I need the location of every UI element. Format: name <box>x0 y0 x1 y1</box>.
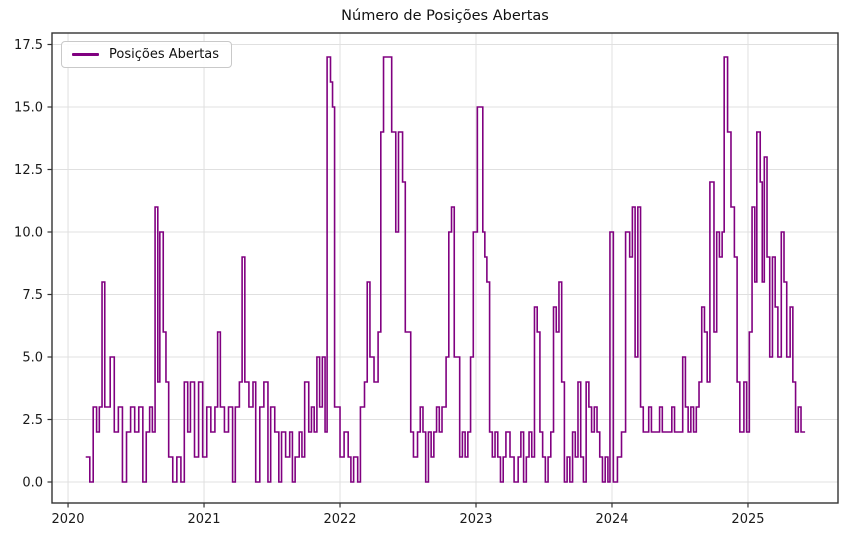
y-tick-label: 2.5 <box>22 413 43 428</box>
x-tick-label: 2020 <box>51 512 84 527</box>
series-line-posicoes-abertas <box>85 56 806 483</box>
x-tick-label: 2022 <box>323 512 356 527</box>
y-tick-label: 7.5 <box>22 288 43 303</box>
x-tick-label: 2024 <box>595 512 628 527</box>
y-tick-label: 10.0 <box>14 226 43 241</box>
grid-lines <box>52 33 838 503</box>
legend-box: Posições Abertas <box>61 41 233 68</box>
y-tick-label: 15.0 <box>14 101 43 116</box>
x-tick-label: 2023 <box>459 512 492 527</box>
axis-tick-labels: 2020 2021 2022 2023 2024 2025 0.0 2.5 5.0 7.5 10.0… <box>14 38 764 527</box>
legend-line-sample-icon <box>72 53 99 56</box>
plot-area-border <box>51 32 839 504</box>
y-tick-label: 0.0 <box>22 476 43 491</box>
y-tick-label: 5.0 <box>22 351 43 366</box>
series-lines <box>85 56 806 483</box>
x-tick-label: 2025 <box>731 512 764 527</box>
y-tick-label: 17.5 <box>14 38 43 53</box>
x-tick-label: 2021 <box>187 512 220 527</box>
chart-title: Número de Posições Abertas <box>341 8 549 24</box>
axis-ticks <box>47 43 749 508</box>
legend-label: Posições Abertas <box>109 47 220 62</box>
y-tick-label: 12.5 <box>14 163 43 178</box>
